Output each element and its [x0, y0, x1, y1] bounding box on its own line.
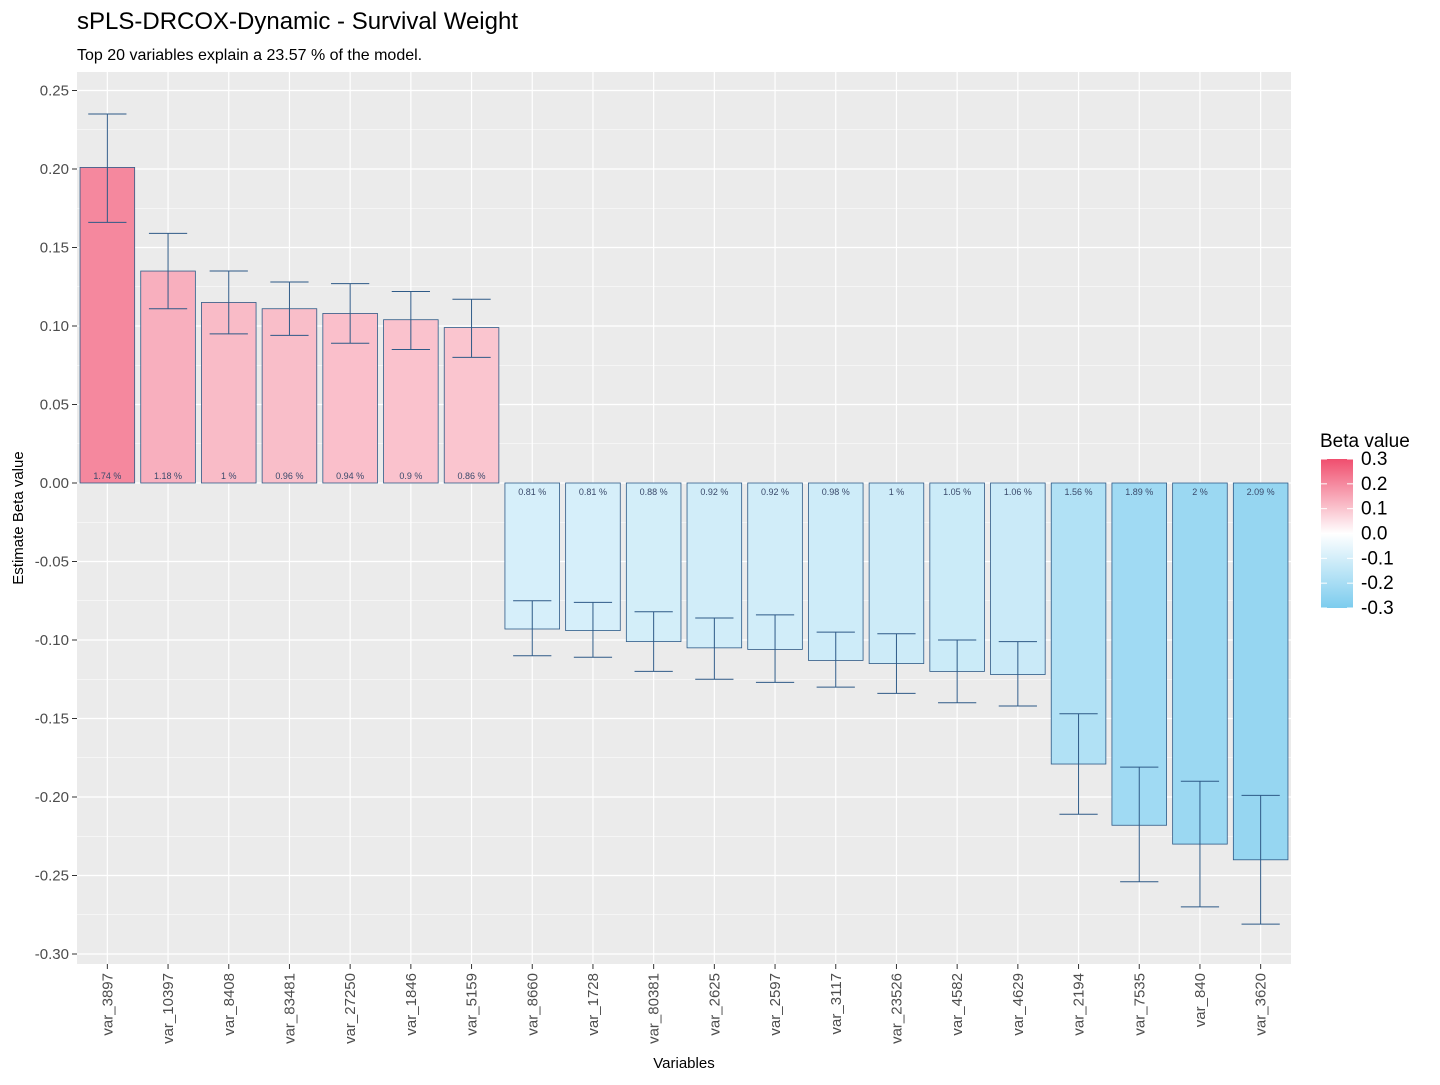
errorbar-var_3117	[816, 631, 855, 688]
x-tick-label: var_3897	[99, 973, 116, 1036]
x-tick-label: var_1728	[585, 973, 602, 1036]
percent-label-var_2625: 0.92 %	[700, 487, 728, 497]
legend-label: 0.0	[1361, 524, 1387, 545]
legend-label: -0.3	[1361, 598, 1394, 619]
percent-label-var_3897: 1.74 %	[93, 471, 121, 481]
y-tick-label: -0.30	[35, 946, 69, 963]
x-tick-label: var_2194	[1071, 973, 1088, 1036]
errorbar-var_27250	[331, 283, 370, 344]
legend-ticks: 0.3 0.2 0.1 0.0 -0.1 -0.2 -0.3	[1321, 449, 1394, 619]
error-bars	[88, 113, 1280, 925]
x-tick-label: var_2625	[706, 973, 723, 1036]
percent-label-var_80381: 0.88 %	[640, 487, 668, 497]
percent-label-var_4582: 1.05 %	[943, 487, 971, 497]
percent-label-var_5159: 0.86 %	[458, 471, 486, 481]
errorbar-var_5159	[452, 298, 491, 358]
y-tick-label: 0.25	[40, 83, 69, 100]
plot-panel	[77, 72, 1291, 964]
x-tick-label: var_23526	[888, 973, 905, 1044]
errorbar-var_2194	[1059, 713, 1098, 815]
errorbar-var_4582	[938, 639, 977, 704]
errorbar-var_840	[1180, 780, 1220, 908]
legend-label: -0.2	[1361, 573, 1394, 594]
x-tick-label: var_8408	[221, 973, 238, 1036]
x-tick-label: var_4582	[949, 973, 966, 1036]
percent-labels: 1.74 % 1.18 % 1 % 0.96 % 0.94 % 0.9 % 0.86 % 0.…	[93, 471, 1274, 497]
y-axis-title: Estimate Beta value	[10, 451, 27, 584]
errorbar-var_8408	[209, 270, 248, 335]
x-tick-label: var_4629	[1010, 973, 1027, 1036]
x-tick-label: var_1846	[403, 973, 420, 1036]
errorbar-var_8660	[513, 600, 552, 657]
y-tick-label: -0.10	[35, 632, 69, 649]
percent-label-var_1728: 0.81 %	[579, 487, 607, 497]
chart-title: sPLS-DRCOX-Dynamic - Survival Weight	[77, 8, 518, 35]
errorbar-var_7535	[1120, 766, 1159, 883]
errorbar-var_1728	[573, 601, 613, 658]
y-tick-label: 0.05	[40, 397, 69, 414]
percent-label-var_3620: 2.09 %	[1247, 487, 1275, 497]
chart-subtitle: Top 20 variables explain a 23.57 % of th…	[77, 47, 422, 64]
errorbar-var_4629	[998, 641, 1037, 707]
bar-var_83481	[261, 308, 318, 484]
y-tick-label: -0.05	[35, 554, 69, 571]
y-tick-label: 0.15	[40, 240, 69, 257]
y-tick-label: 0.10	[40, 318, 69, 335]
legend: Beta value 0.3 0.2 0.1 0.0 -0.1 -0.2 -0.3	[1320, 431, 1410, 619]
y-axis: 0.25 0.20 0.15 0.10 0.05 0.00 -0.05 -0.10 -0.15 -…	[35, 83, 77, 963]
legend-label: 0.2	[1361, 474, 1387, 495]
percent-label-var_2597: 0.92 %	[761, 487, 789, 497]
bar-series	[79, 167, 1289, 861]
legend-label: -0.1	[1361, 548, 1394, 569]
x-tick-label: var_80381	[646, 973, 663, 1044]
errorbar-var_3897	[88, 113, 127, 223]
errorbar-var_1846	[391, 290, 430, 351]
bar-var_3117	[808, 482, 864, 661]
percent-label-var_8408: 1 %	[221, 471, 237, 481]
x-tick-label: var_5159	[464, 973, 481, 1036]
percent-label-var_83481: 0.96 %	[275, 471, 303, 481]
errorbar-var_3620	[1241, 794, 1280, 925]
percent-label-var_23526: 1 %	[889, 487, 905, 497]
percent-label-var_10397: 1.18 %	[154, 471, 182, 481]
legend-label: 0.3	[1361, 449, 1387, 470]
y-tick-label: 0.00	[40, 475, 69, 492]
errorbar-var_23526	[877, 633, 916, 694]
percent-label-var_2194: 1.56 %	[1065, 487, 1093, 497]
percent-label-var_8660: 0.81 %	[518, 487, 546, 497]
x-tick-label: var_3620	[1253, 973, 1270, 1036]
x-tick-label: var_8660	[524, 973, 541, 1036]
percent-label-var_3117: 0.98 %	[822, 487, 850, 497]
legend-title: Beta value	[1320, 431, 1410, 452]
x-axis: var_3897 var_10397 var_8408 var_83481 var_27…	[99, 964, 1270, 1044]
y-tick-label: -0.25	[35, 868, 69, 885]
legend-label: 0.1	[1361, 499, 1387, 520]
percent-label-var_4629: 1.06 %	[1004, 487, 1032, 497]
percent-label-var_1846: 0.9 %	[399, 471, 422, 481]
percent-label-var_840: 2 %	[1192, 487, 1208, 497]
major-gridlines	[77, 72, 1291, 964]
x-axis-title: Variables	[653, 1055, 714, 1072]
x-tick-label: var_840	[1192, 973, 1209, 1027]
errorbar-var_80381	[634, 611, 673, 672]
percent-label-var_7535: 1.89 %	[1125, 487, 1153, 497]
minor-gridlines	[77, 129, 1291, 916]
y-tick-label: -0.20	[35, 789, 69, 806]
x-tick-label: var_27250	[342, 973, 359, 1044]
x-tick-label: var_2597	[767, 973, 784, 1036]
x-tick-label: var_3117	[828, 973, 845, 1034]
errorbar-var_2625	[695, 617, 734, 680]
errorbar-var_2597	[755, 614, 795, 683]
y-tick-label: -0.15	[35, 711, 69, 728]
percent-label-var_27250: 0.94 %	[336, 471, 364, 481]
x-tick-label: var_83481	[281, 973, 298, 1044]
x-tick-label: var_7535	[1131, 973, 1148, 1036]
errorbar-var_10397	[148, 232, 188, 310]
errorbar-var_83481	[270, 281, 309, 336]
x-tick-label: var_10397	[160, 973, 177, 1044]
y-tick-label: 0.20	[40, 161, 69, 178]
